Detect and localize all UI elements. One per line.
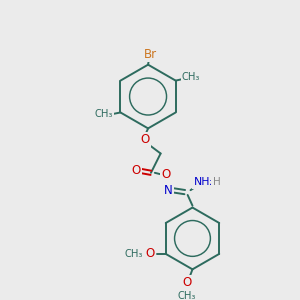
Text: Br: Br — [143, 48, 157, 61]
Text: CH₃: CH₃ — [182, 72, 200, 82]
Text: N: N — [164, 184, 173, 197]
Text: O: O — [162, 168, 171, 181]
Text: O: O — [131, 164, 140, 177]
Text: O: O — [140, 134, 150, 146]
Text: H: H — [213, 178, 220, 188]
Text: CH₃: CH₃ — [178, 291, 196, 300]
Text: CH₃: CH₃ — [125, 249, 143, 259]
Text: O: O — [182, 276, 191, 290]
Text: NH₂: NH₂ — [194, 178, 214, 188]
Text: O: O — [146, 248, 155, 260]
Text: CH₃: CH₃ — [95, 110, 113, 119]
